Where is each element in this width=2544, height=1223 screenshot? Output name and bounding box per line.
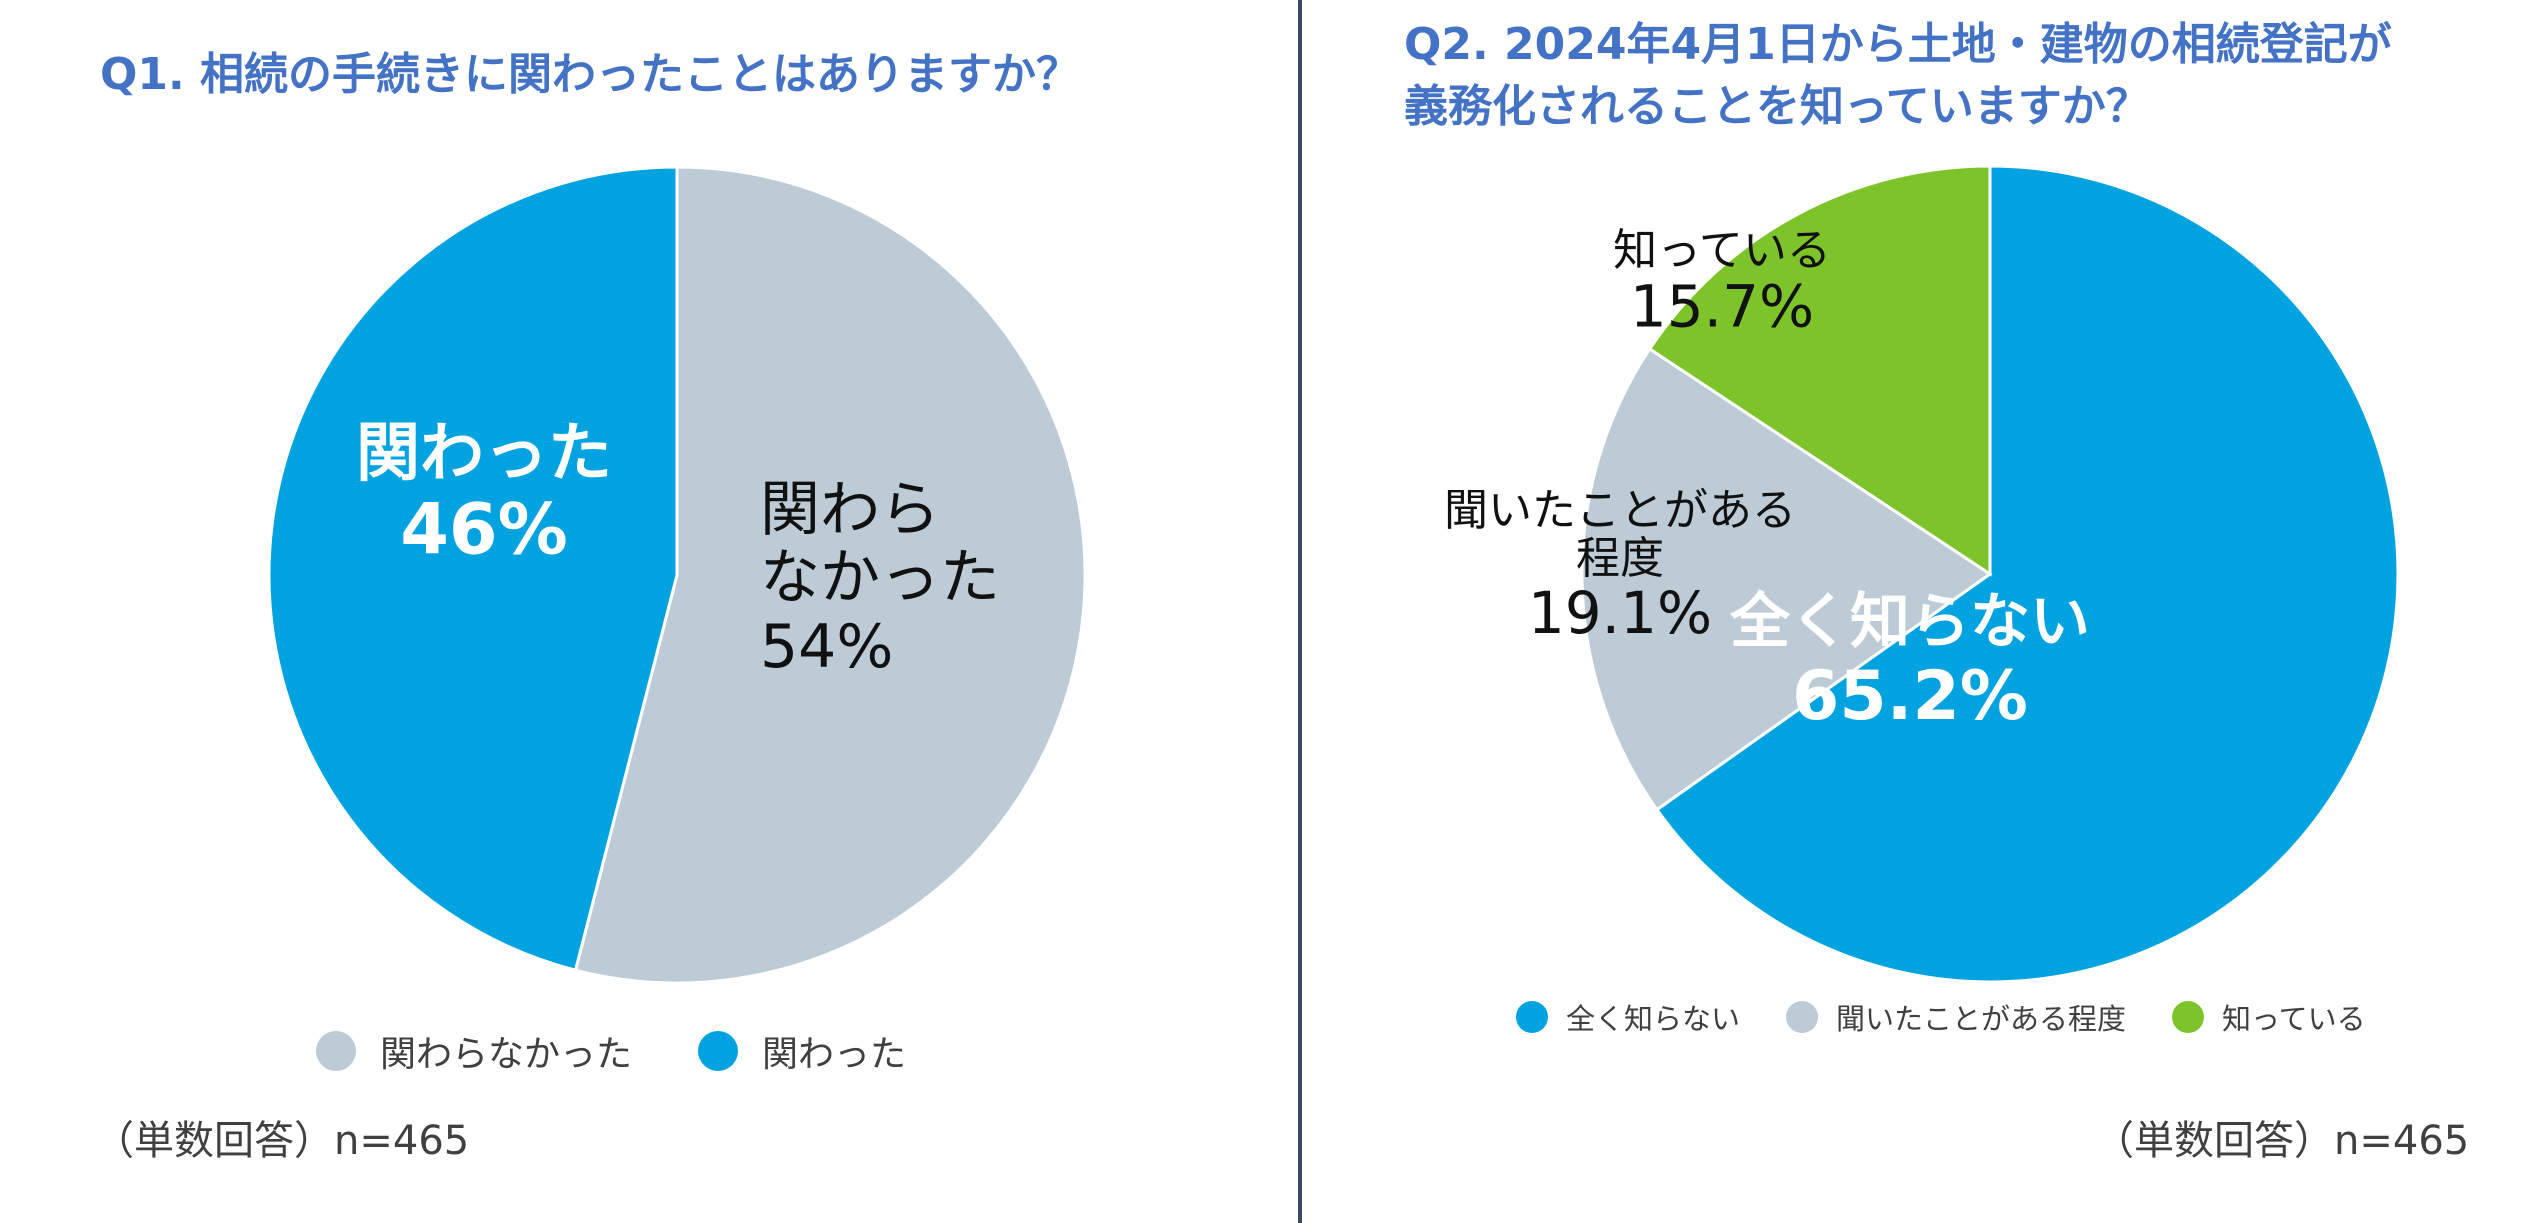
pie-slice-q1-2 [267,165,679,973]
pie-slice-q2-1 [1654,164,2400,984]
legend-item-q2-2: 聞いたことがある程度 [1786,996,2126,1038]
pie-slice-q2-3 [1647,164,1992,577]
slice-value-label: 65.2% [1792,657,2028,736]
legend-item-q2-1: 全く知らない [1516,996,1740,1038]
pie-slice-q1-1 [573,165,1087,985]
sample-note-q1: （単数回答）n=465 [94,1118,470,1164]
slice-category-label: 知っている [1613,225,1831,276]
legend-item-q1-1: 関わらなかった [316,1025,632,1077]
legend-swatch [1786,1001,1819,1033]
panel-divider [1298,0,1302,1223]
legend-label: 関わらなかった [380,1034,633,1075]
chart-title-q2: Q2. 2024年4月1日から土地・建物の相続登記が 義務化されることを知ってい… [1404,19,2392,132]
slice-value-label: 46% [400,488,568,570]
legend-swatch [698,1031,739,1071]
slice-category-label: なかった [760,543,1000,613]
slice-value-label: 19.1% [1528,579,1712,647]
slice-value-label: 54% [760,612,893,682]
legend-q2: 全く知らない 聞いたことがある程度 知っている [1516,996,2412,1038]
sample-note-q2: （単数回答）n=465 [2094,1118,2470,1164]
slice-category-label: 全く知らない [1729,587,2090,657]
slice-category-label: 関わら [760,475,940,545]
legend-label: 全く知らない [1566,1002,1741,1036]
slice-value-label: 15.7% [1630,273,1814,341]
chart-panel-q2: Q2. 2024年4月1日から土地・建物の相続登記が 義務化されることを知ってい… [1304,0,2544,1223]
legend-swatch [316,1031,356,1071]
chart-title-q1: Q1. 相続の手続きに関わったことはありますか？ [100,49,1081,100]
pie-slice-q2-2 [1580,346,1993,812]
legend-label: 聞いたことがある程度 [1836,1002,2127,1036]
legend-q1: 関わらなかった 関わった [316,1025,972,1077]
chart-panel-q1: Q1. 相続の手続きに関わったことはありますか？ 関わら なかった 54% 関わった 4… [94,49,1087,1164]
legend-item-q2-3: 知っている [2172,996,2366,1038]
slice-category-label: 聞いたことがある [1444,485,1796,536]
legend-label: 知っている [2222,1002,2366,1036]
legend-item-q1-2: 関わった [698,1025,906,1077]
slice-category-label: 程度 [1576,533,1664,584]
slice-category-label: 関わった [356,417,612,491]
legend-label: 関わった [762,1034,907,1075]
legend-swatch [2172,1001,2205,1033]
legend-swatch [1516,1001,1548,1033]
